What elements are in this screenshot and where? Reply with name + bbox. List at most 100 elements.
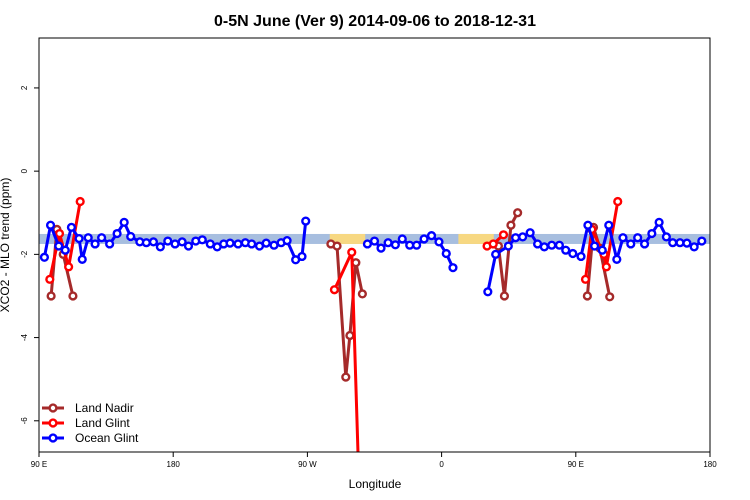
- legend-item: Land Nadir: [42, 401, 134, 415]
- data-point: [155, 242, 165, 252]
- data-point: [247, 239, 257, 249]
- data-point: [341, 372, 351, 382]
- data-point: [613, 196, 623, 207]
- data-point: [483, 287, 493, 297]
- y-tick-label: -4: [20, 333, 29, 341]
- data-point: [383, 238, 393, 248]
- data-point: [601, 262, 611, 272]
- data-point: [568, 248, 578, 259]
- data-point: [345, 330, 355, 341]
- data-point: [654, 217, 664, 227]
- data-point: [390, 240, 400, 250]
- data-point: [261, 238, 271, 248]
- data-point: [163, 236, 173, 246]
- data-point: [661, 232, 671, 242]
- data-point: [441, 248, 451, 259]
- data-point: [141, 238, 151, 248]
- data-point: [177, 237, 187, 247]
- data-point: [506, 220, 516, 230]
- data-point: [45, 274, 55, 284]
- data-point: [397, 234, 407, 244]
- data-point: [329, 285, 340, 295]
- x-axis-label: Longitude: [349, 477, 402, 491]
- legend-marker: [48, 403, 58, 413]
- axes-layer: 90 E 180 90 W 0 90 E 180 2 0 -2 -4 -6: [20, 85, 717, 469]
- data-point: [183, 241, 194, 251]
- data-point: [419, 234, 429, 244]
- legend-marker: [48, 418, 58, 428]
- x-tick-label: 90 E: [568, 460, 584, 469]
- data-point: [412, 240, 422, 250]
- data-point: [561, 245, 571, 255]
- data-point: [369, 236, 380, 246]
- data-point: [197, 235, 207, 245]
- y-tick-label: 2: [20, 85, 29, 90]
- data-point: [580, 274, 591, 284]
- data-point: [554, 240, 564, 250]
- legend-label: Land Glint: [75, 416, 130, 430]
- data-point: [148, 237, 159, 247]
- data-point: [332, 241, 342, 251]
- legend-item: Land Glint: [42, 416, 130, 430]
- data-point: [376, 243, 386, 253]
- y-tick-label: -2: [20, 250, 29, 258]
- data-point: [282, 236, 292, 246]
- data-point: [612, 254, 622, 264]
- data-point: [362, 239, 373, 249]
- data-point: [576, 251, 586, 262]
- data-point: [583, 220, 593, 230]
- series-ocean-glint: [39, 216, 707, 297]
- x-tick-label: 90 W: [298, 460, 317, 469]
- data-point: [668, 238, 678, 248]
- data-point: [126, 231, 136, 242]
- data-point: [297, 251, 307, 262]
- data-point: [633, 233, 643, 243]
- data-point: [605, 292, 615, 302]
- data-point: [39, 252, 50, 262]
- data-point: [697, 236, 707, 246]
- data-point: [639, 239, 650, 249]
- data-point: [503, 241, 513, 251]
- data-point: [590, 241, 600, 251]
- data-point: [357, 289, 367, 299]
- data-point: [525, 228, 535, 238]
- data-point: [64, 262, 74, 272]
- x-tick-label: 0: [439, 460, 444, 469]
- data-point: [68, 291, 78, 301]
- data-point: [54, 241, 64, 251]
- y-tick-label: -6: [20, 417, 29, 425]
- data-point: [513, 208, 523, 218]
- data-point: [499, 291, 510, 301]
- data-point: [77, 254, 87, 264]
- data-point: [119, 217, 129, 227]
- data-point: [539, 242, 549, 252]
- data-point: [498, 230, 509, 240]
- data-point: [618, 233, 628, 243]
- legend-marker: [48, 433, 58, 443]
- data-point: [233, 239, 243, 249]
- x-tick-label: 90 E: [31, 460, 47, 469]
- data-point: [75, 196, 85, 207]
- x-tick-label: 180: [167, 460, 181, 469]
- band-1: [329, 233, 366, 244]
- data-point: [426, 231, 437, 241]
- data-point: [689, 242, 699, 252]
- data-point: [170, 239, 180, 249]
- data-point: [112, 228, 122, 239]
- data-point: [269, 240, 279, 250]
- chart-title: 0-5N June (Ver 9) 2014-09-06 to 2018-12-…: [214, 13, 536, 30]
- legend-label: Land Nadir: [75, 401, 134, 415]
- legend-item: Ocean Glint: [42, 431, 139, 445]
- x-tick-label: 180: [703, 460, 717, 469]
- data-point: [54, 228, 65, 239]
- data-point: [626, 239, 636, 249]
- data-point: [448, 263, 458, 273]
- data-point: [518, 232, 528, 242]
- data-point: [347, 247, 357, 257]
- data-point: [74, 233, 84, 244]
- y-tick-label: 0: [20, 168, 29, 173]
- data-point: [647, 228, 657, 239]
- data-point: [547, 240, 557, 250]
